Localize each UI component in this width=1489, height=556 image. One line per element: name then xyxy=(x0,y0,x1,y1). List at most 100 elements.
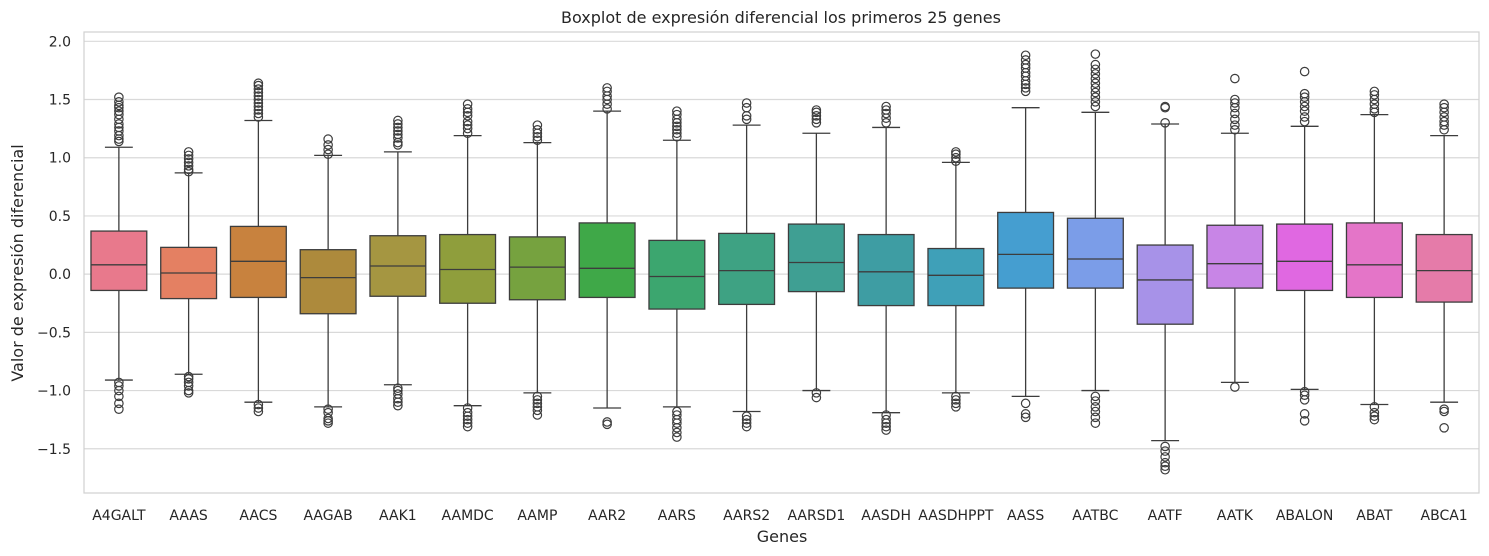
outlier-point xyxy=(1299,106,1310,116)
outlier-point xyxy=(1160,441,1170,452)
outlier-point xyxy=(114,381,124,391)
outlier-point xyxy=(1020,59,1031,70)
outlier-point xyxy=(1369,99,1380,109)
x-tick-label: AARSD1 xyxy=(787,508,845,524)
outlier-point xyxy=(253,108,264,119)
outlier-point xyxy=(1230,94,1240,105)
outlier-point xyxy=(1230,382,1240,392)
outlier-point xyxy=(951,395,961,405)
outlier-point xyxy=(1160,446,1170,456)
outlier-point xyxy=(532,124,543,135)
outlier-point xyxy=(462,99,473,109)
box-abca1 xyxy=(1415,99,1473,433)
y-tick-label: 1.5 xyxy=(49,93,71,109)
outlier-point xyxy=(741,421,752,432)
outlier-point xyxy=(183,374,194,384)
outlier-point xyxy=(532,120,543,130)
iqr-box xyxy=(90,230,148,292)
outlier-point xyxy=(532,398,543,409)
outlier-point xyxy=(114,92,124,102)
outlier-point xyxy=(602,419,612,430)
y-axis-title: Valor de expresión diferencial xyxy=(8,144,27,381)
x-tick-label: AAK1 xyxy=(379,508,417,524)
outlier-point xyxy=(253,84,264,94)
iqr-box xyxy=(508,236,566,301)
outlier-point xyxy=(253,406,264,417)
outlier-point xyxy=(253,91,264,101)
outlier-point xyxy=(1230,120,1240,130)
box-aars2 xyxy=(718,98,776,432)
box-abat xyxy=(1345,86,1403,425)
outlier-point xyxy=(183,371,194,382)
outlier-point xyxy=(393,119,403,129)
box-aatk xyxy=(1206,73,1264,392)
outlier-point xyxy=(1230,124,1240,135)
outlier-point xyxy=(741,114,752,125)
outlier-point xyxy=(1230,114,1240,125)
x-tick-label: AAR2 xyxy=(588,508,626,524)
outlier-point xyxy=(253,87,264,98)
outlier-point xyxy=(1090,418,1101,428)
outlier-point xyxy=(253,105,264,115)
outlier-point xyxy=(1160,457,1170,468)
outlier-point xyxy=(114,119,124,129)
outlier-point xyxy=(811,111,822,121)
outlier-point xyxy=(323,134,333,144)
outlier-point xyxy=(393,115,403,126)
outlier-point xyxy=(951,402,961,412)
box-aarsd1 xyxy=(787,105,845,403)
outlier-point xyxy=(1299,416,1310,426)
iqr-box xyxy=(718,232,776,306)
outlier-point xyxy=(1299,116,1310,127)
iqr-box xyxy=(648,239,706,310)
outlier-point xyxy=(114,109,124,120)
box-abalon xyxy=(1276,66,1334,426)
outlier-point xyxy=(1439,404,1449,414)
outlier-point xyxy=(183,150,194,161)
y-tick-label: 0.5 xyxy=(49,209,71,225)
y-tick-label: −0.5 xyxy=(37,325,71,341)
outlier-point xyxy=(1160,101,1170,112)
box-aak1 xyxy=(369,115,427,411)
outlier-point xyxy=(462,421,473,432)
outlier-point xyxy=(1020,412,1031,423)
outlier-point xyxy=(253,94,264,105)
outlier-point xyxy=(1090,396,1101,406)
outlier-point xyxy=(323,413,333,424)
outlier-point xyxy=(1439,99,1449,109)
box-aatf xyxy=(1136,101,1194,475)
outlier-point xyxy=(1439,406,1449,417)
y-tick-label: −1.5 xyxy=(37,442,71,458)
outlier-point xyxy=(741,418,752,428)
x-tick-label: AASS xyxy=(1007,508,1044,524)
outlier-point xyxy=(183,164,194,175)
outlier-point xyxy=(672,109,682,120)
outlier-point xyxy=(1020,83,1031,93)
box-aars xyxy=(648,106,706,442)
outlier-point xyxy=(114,385,124,396)
outlier-point xyxy=(811,105,822,115)
outlier-point xyxy=(672,418,682,428)
outlier-point xyxy=(1369,407,1380,418)
outlier-point xyxy=(183,166,194,177)
outlier-point xyxy=(253,98,264,108)
outlier-point xyxy=(1090,87,1101,98)
box-aatbc xyxy=(1066,49,1124,428)
outlier-point xyxy=(114,126,124,136)
iqr-box xyxy=(1206,224,1264,289)
outlier-point xyxy=(1020,398,1031,409)
outlier-point xyxy=(1299,409,1310,419)
outlier-point xyxy=(183,388,194,398)
iqr-box xyxy=(578,222,636,299)
outlier-point xyxy=(183,147,194,157)
x-tick-label: ABCA1 xyxy=(1421,508,1468,524)
outlier-point xyxy=(462,411,473,421)
outlier-point xyxy=(323,416,333,426)
iqr-box xyxy=(857,233,915,307)
outlier-point xyxy=(532,391,543,402)
outlier-point xyxy=(881,108,891,119)
outlier-point xyxy=(253,399,264,410)
outlier-point xyxy=(1090,64,1101,75)
box-aass xyxy=(997,50,1055,423)
outlier-point xyxy=(1299,101,1310,112)
